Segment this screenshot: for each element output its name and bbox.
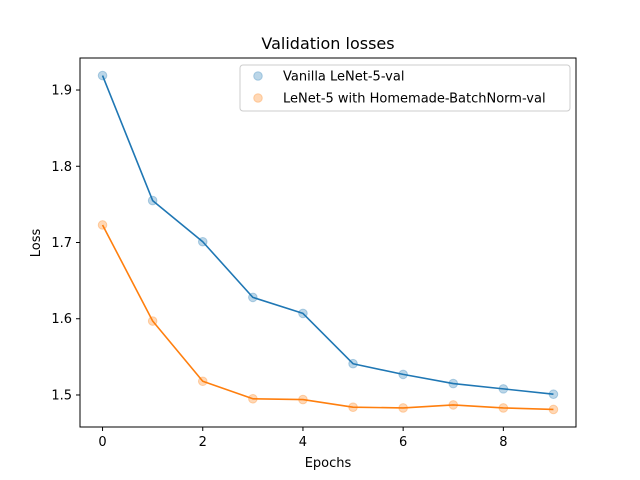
y-axis-title: Loss bbox=[29, 229, 44, 258]
x-tick-label: 2 bbox=[199, 435, 207, 450]
series-2-point bbox=[448, 400, 459, 410]
series-2-point bbox=[97, 220, 108, 230]
y-tick-label: 1.9 bbox=[51, 84, 72, 99]
legend-box bbox=[239, 64, 571, 112]
series-2-point bbox=[298, 394, 308, 405]
x-axis: 0 2 4 6 8 bbox=[98, 427, 507, 450]
series-1-point bbox=[248, 292, 258, 303]
series-1-point bbox=[498, 384, 509, 394]
series-1-point bbox=[298, 308, 308, 319]
series-line-2 bbox=[101, 224, 554, 411]
x-axis-title: Epochs bbox=[305, 456, 352, 471]
series-2-point bbox=[548, 404, 559, 415]
legend-marker-1 bbox=[253, 71, 263, 81]
series-2-point bbox=[147, 316, 158, 326]
series-1-point bbox=[97, 70, 108, 81]
series-2-point bbox=[498, 403, 509, 413]
y-tick-label: 1.5 bbox=[51, 388, 72, 403]
legend-marker-2 bbox=[253, 93, 263, 103]
y-axis: 1.5 1.6 1.7 1.8 1.9 bbox=[51, 84, 80, 403]
y-tick-label: 1.6 bbox=[51, 312, 72, 327]
legend-label-2: LeNet-5 with Homemade-BatchNorm-val bbox=[283, 92, 546, 107]
chart-title: Validation losses bbox=[261, 34, 394, 53]
series-2-point bbox=[248, 393, 258, 404]
x-tick-label: 8 bbox=[499, 435, 507, 450]
series-1-point bbox=[448, 378, 459, 389]
legend-label-1: Vanilla LeNet-5-val bbox=[283, 70, 404, 85]
series-1-point bbox=[398, 369, 408, 380]
y-tick-label: 1.7 bbox=[51, 236, 72, 251]
series-line-1 bbox=[101, 75, 554, 396]
x-tick-label: 6 bbox=[399, 435, 407, 450]
series-2-point bbox=[398, 403, 408, 413]
y-tick-label: 1.8 bbox=[51, 160, 72, 175]
x-tick-label: 0 bbox=[98, 435, 106, 450]
plot-area bbox=[97, 70, 559, 415]
series-1-point bbox=[147, 195, 158, 206]
legend: Vanilla LeNet-5-val LeNet-5 with Homemade… bbox=[239, 64, 571, 112]
x-tick-label: 4 bbox=[299, 435, 307, 450]
series-2-point bbox=[348, 402, 358, 412]
series-1-point bbox=[197, 236, 208, 247]
series-1-point bbox=[548, 389, 559, 400]
series-2-point bbox=[197, 376, 208, 387]
series-1-point bbox=[348, 358, 358, 369]
